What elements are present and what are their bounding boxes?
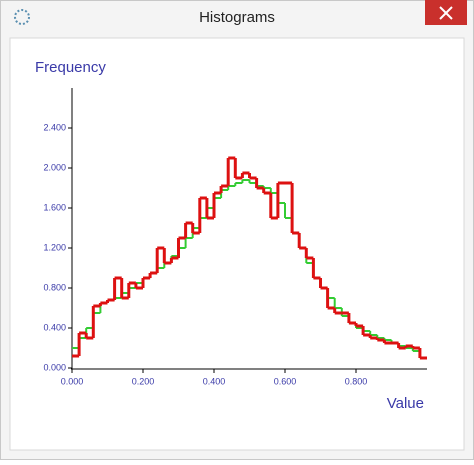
y-tick-label: 1.200 bbox=[43, 242, 66, 252]
x-tick-label: 0.800 bbox=[345, 376, 368, 386]
x-tick-label: 0.400 bbox=[203, 376, 226, 386]
x-axis-label: Value bbox=[387, 395, 424, 412]
client-area bbox=[9, 37, 465, 451]
close-icon bbox=[439, 6, 453, 20]
y-tick-label: 2.000 bbox=[43, 162, 66, 172]
y-tick-label: 0.800 bbox=[43, 282, 66, 292]
y-tick-label: 1.600 bbox=[43, 202, 66, 212]
x-tick-label: 0.200 bbox=[132, 376, 155, 386]
x-tick-label: 0.600 bbox=[274, 376, 297, 386]
app-icon bbox=[14, 9, 30, 25]
y-tick-label: 0.400 bbox=[43, 322, 66, 332]
x-tick-label: 0.000 bbox=[61, 376, 84, 386]
window-title: Histograms bbox=[199, 9, 275, 26]
y-tick-label: 2.400 bbox=[43, 122, 66, 132]
y-tick-label: 0.000 bbox=[43, 362, 66, 372]
y-axis-label: Frequency bbox=[35, 59, 106, 76]
